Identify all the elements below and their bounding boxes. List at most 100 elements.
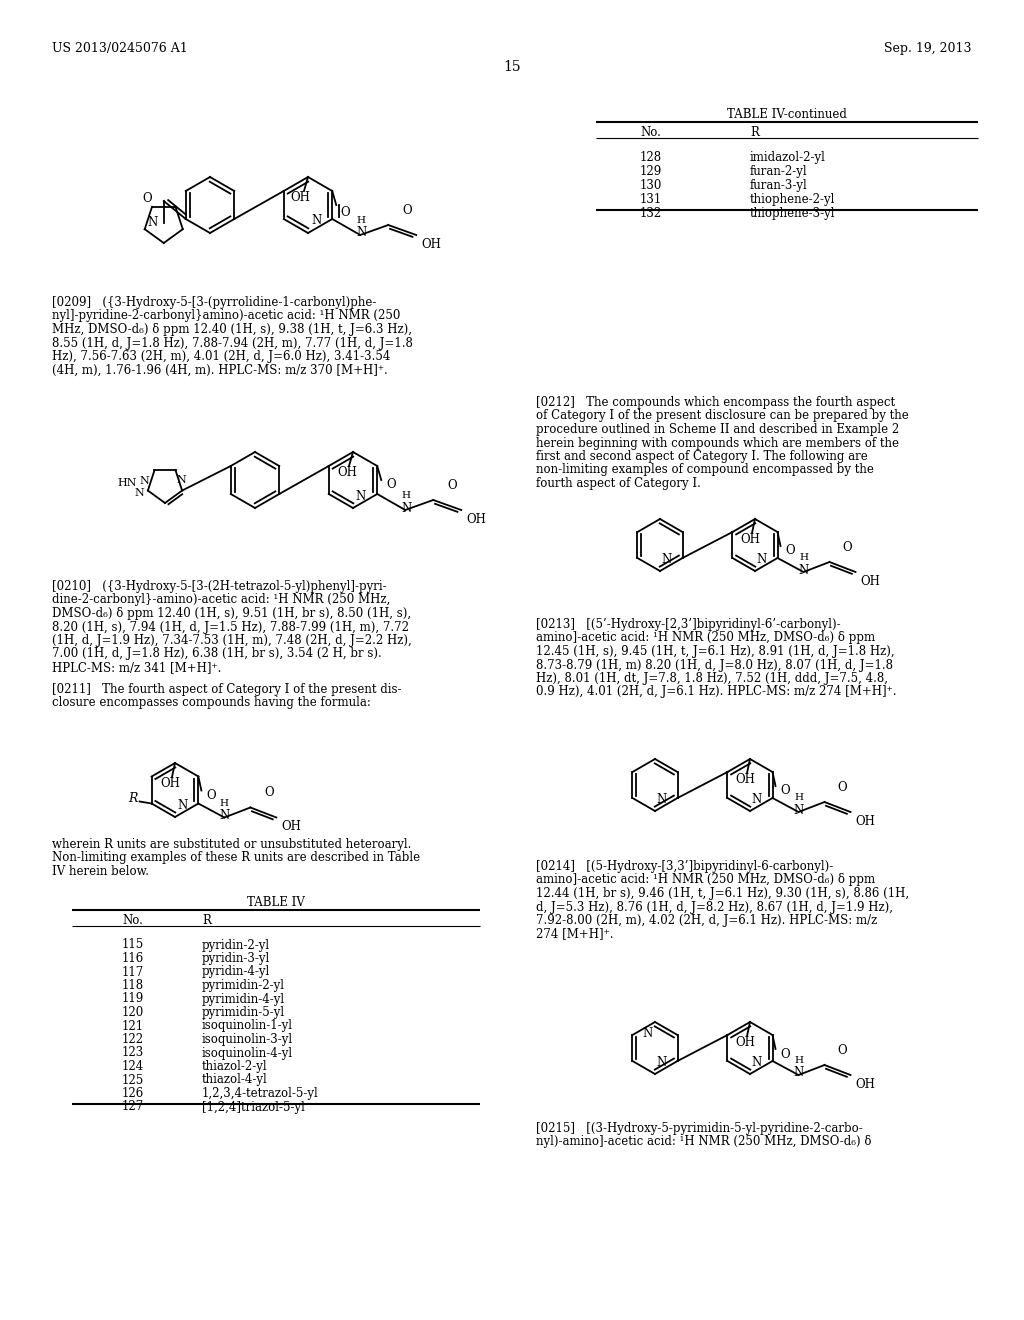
Text: N: N (799, 564, 809, 577)
Text: H: H (401, 491, 411, 500)
Text: non-limiting examples of compound encompassed by the: non-limiting examples of compound encomp… (536, 463, 873, 477)
Text: N: N (356, 227, 367, 239)
Text: pyridin-4-yl: pyridin-4-yl (202, 965, 270, 978)
Text: TABLE IV-continued: TABLE IV-continued (727, 108, 847, 121)
Text: 125: 125 (122, 1073, 144, 1086)
Text: imidazol-2-yl: imidazol-2-yl (750, 150, 826, 164)
Text: 129: 129 (640, 165, 663, 178)
Text: of Category I of the present disclosure can be prepared by the: of Category I of the present disclosure … (536, 409, 908, 422)
Text: R: R (750, 125, 759, 139)
Text: N: N (751, 1056, 761, 1069)
Text: O: O (264, 787, 274, 800)
Text: 118: 118 (122, 979, 144, 993)
Text: HN: HN (117, 478, 136, 488)
Text: 8.73-8.79 (1H, m) 8.20 (1H, d, J=8.0 Hz), 8.07 (1H, d, J=1.8: 8.73-8.79 (1H, m) 8.20 (1H, d, J=8.0 Hz)… (536, 659, 893, 672)
Text: OH: OH (337, 466, 357, 479)
Text: dine-2-carbonyl}-amino)-acetic acid: ¹H NMR (250 MHz,: dine-2-carbonyl}-amino)-acetic acid: ¹H … (52, 594, 390, 606)
Text: N: N (656, 1056, 667, 1069)
Text: closure encompasses compounds having the formula:: closure encompasses compounds having the… (52, 696, 371, 709)
Text: 115: 115 (122, 939, 144, 952)
Text: herein beginning with compounds which are members of the: herein beginning with compounds which ar… (536, 437, 899, 450)
Text: thiazol-2-yl: thiazol-2-yl (202, 1060, 267, 1073)
Text: H: H (794, 793, 803, 803)
Text: amino]-acetic acid: ¹H NMR (250 MHz, DMSO-d₆) δ ppm: amino]-acetic acid: ¹H NMR (250 MHz, DMS… (536, 874, 876, 887)
Text: O: O (207, 789, 216, 803)
Text: pyrimidin-4-yl: pyrimidin-4-yl (202, 993, 285, 1006)
Text: No.: No. (122, 913, 143, 927)
Text: OH: OH (282, 821, 301, 833)
Text: O: O (780, 784, 791, 797)
Text: O: O (402, 205, 412, 216)
Text: furan-2-yl: furan-2-yl (750, 165, 808, 178)
Text: R: R (128, 792, 137, 805)
Text: IV herein below.: IV herein below. (52, 865, 150, 878)
Text: 126: 126 (122, 1086, 144, 1100)
Text: isoquinolin-4-yl: isoquinolin-4-yl (202, 1047, 293, 1060)
Text: [0209]   ({3-Hydroxy-5-[3-(pyrrolidine-1-carbonyl)phe-: [0209] ({3-Hydroxy-5-[3-(pyrrolidine-1-c… (52, 296, 377, 309)
Text: O: O (340, 206, 350, 219)
Text: O: O (780, 1048, 791, 1060)
Text: procedure outlined in Scheme II and described in Example 2: procedure outlined in Scheme II and desc… (536, 422, 899, 436)
Text: OH: OH (421, 238, 441, 251)
Text: N: N (656, 793, 667, 807)
Text: 121: 121 (122, 1019, 144, 1032)
Text: 128: 128 (640, 150, 663, 164)
Text: [0214]   [(5-Hydroxy-[3,3’]bipyridinyl-6-carbonyl)-: [0214] [(5-Hydroxy-[3,3’]bipyridinyl-6-c… (536, 861, 834, 873)
Text: O: O (838, 781, 847, 795)
Text: isoquinolin-1-yl: isoquinolin-1-yl (202, 1019, 293, 1032)
Text: N: N (177, 799, 187, 812)
Text: No.: No. (640, 125, 660, 139)
Text: pyrimidin-5-yl: pyrimidin-5-yl (202, 1006, 285, 1019)
Text: OH: OH (855, 814, 876, 828)
Text: O: O (785, 544, 796, 557)
Text: N: N (219, 809, 229, 822)
Text: O: O (843, 541, 852, 554)
Text: 120: 120 (122, 1006, 144, 1019)
Text: N: N (643, 1027, 653, 1040)
Text: 12.45 (1H, s), 9.45 (1H, t, J=6.1 Hz), 8.91 (1H, d, J=1.8 Hz),: 12.45 (1H, s), 9.45 (1H, t, J=6.1 Hz), 8… (536, 645, 895, 657)
Text: [0211]   The fourth aspect of Category I of the present dis-: [0211] The fourth aspect of Category I o… (52, 682, 401, 696)
Text: 7.92-8.00 (2H, m), 4.02 (2H, d, J=6.1 Hz). HPLC-MS: m/z: 7.92-8.00 (2H, m), 4.02 (2H, d, J=6.1 Hz… (536, 913, 878, 927)
Text: H: H (356, 216, 366, 224)
Text: O: O (838, 1044, 847, 1057)
Text: H: H (794, 1056, 803, 1065)
Text: thiophene-2-yl: thiophene-2-yl (750, 193, 836, 206)
Text: 123: 123 (122, 1047, 144, 1060)
Text: R: R (202, 913, 211, 927)
Text: 116: 116 (122, 952, 144, 965)
Text: nyl)-amino]-acetic acid: ¹H NMR (250 MHz, DMSO-d₆) δ: nyl)-amino]-acetic acid: ¹H NMR (250 MHz… (536, 1135, 871, 1148)
Text: N: N (794, 1067, 804, 1080)
Text: [0213]   [(5’-Hydroxy-[2,3’]bipyridinyl-6’-carbonyl)-: [0213] [(5’-Hydroxy-[2,3’]bipyridinyl-6’… (536, 618, 841, 631)
Text: 274 [M+H]⁺.: 274 [M+H]⁺. (536, 928, 613, 940)
Text: [0212]   The compounds which encompass the fourth aspect: [0212] The compounds which encompass the… (536, 396, 895, 409)
Text: US 2013/0245076 A1: US 2013/0245076 A1 (52, 42, 187, 55)
Text: pyrimidin-2-yl: pyrimidin-2-yl (202, 979, 285, 993)
Text: N: N (662, 553, 672, 566)
Text: 1,2,3,4-tetrazol-5-yl: 1,2,3,4-tetrazol-5-yl (202, 1086, 318, 1100)
Text: H: H (220, 799, 229, 808)
Text: N: N (139, 477, 150, 487)
Text: OH: OH (860, 576, 881, 587)
Text: amino]-acetic acid: ¹H NMR (250 MHz, DMSO-d₆) δ ppm: amino]-acetic acid: ¹H NMR (250 MHz, DMS… (536, 631, 876, 644)
Text: N: N (756, 553, 766, 566)
Text: N: N (147, 216, 158, 230)
Text: Hz), 8.01 (1H, dt, J=7.8, 1.8 Hz), 7.52 (1H, ddd, J=7.5, 4.8,: Hz), 8.01 (1H, dt, J=7.8, 1.8 Hz), 7.52 … (536, 672, 888, 685)
Text: [0210]   ({3-Hydroxy-5-[3-(2H-tetrazol-5-yl)phenyl]-pyri-: [0210] ({3-Hydroxy-5-[3-(2H-tetrazol-5-y… (52, 579, 387, 593)
Text: H: H (799, 553, 808, 562)
Text: O: O (386, 479, 396, 491)
Text: thiophene-3-yl: thiophene-3-yl (750, 207, 836, 220)
Text: HPLC-MS: m/z 341 [M+H]⁺.: HPLC-MS: m/z 341 [M+H]⁺. (52, 661, 221, 675)
Text: fourth aspect of Category I.: fourth aspect of Category I. (536, 477, 700, 490)
Text: 130: 130 (640, 180, 663, 191)
Text: N: N (176, 475, 186, 486)
Text: [1,2,4]triazol-5-yl: [1,2,4]triazol-5-yl (202, 1101, 305, 1114)
Text: 127: 127 (122, 1101, 144, 1114)
Text: N: N (751, 793, 761, 807)
Text: Sep. 19, 2013: Sep. 19, 2013 (885, 42, 972, 55)
Text: O: O (142, 191, 152, 205)
Text: O: O (447, 479, 457, 492)
Text: 0.9 Hz), 4.01 (2H, d, J=6.1 Hz). HPLC-MS: m/z 274 [M+H]⁺.: 0.9 Hz), 4.01 (2H, d, J=6.1 Hz). HPLC-MS… (536, 685, 896, 698)
Text: furan-3-yl: furan-3-yl (750, 180, 808, 191)
Text: OH: OH (740, 533, 760, 546)
Text: (1H, d, J=1.9 Hz), 7.34-7.53 (1H, m), 7.48 (2H, d, J=2.2 Hz),: (1H, d, J=1.9 Hz), 7.34-7.53 (1H, m), 7.… (52, 634, 412, 647)
